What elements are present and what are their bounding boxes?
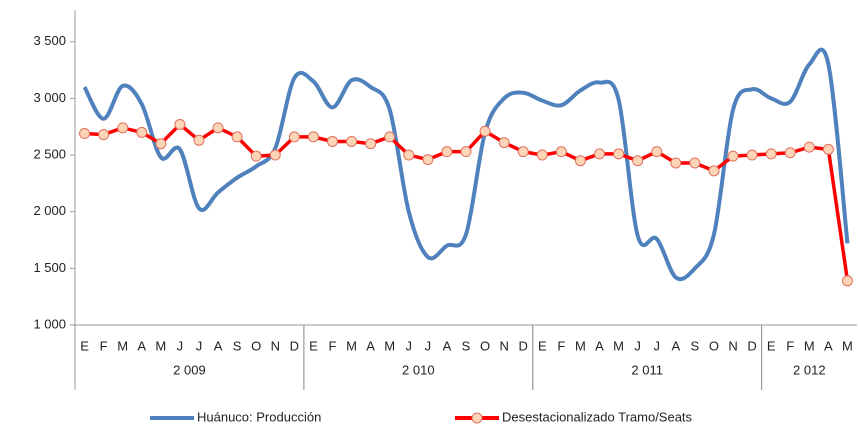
marker xyxy=(632,155,644,167)
marker xyxy=(536,149,548,161)
marker xyxy=(822,143,834,155)
legend-label: Desestacionalizado Tramo/Seats xyxy=(502,409,693,424)
marker xyxy=(708,165,720,177)
y-tick-label: 2 000 xyxy=(33,203,66,218)
marker xyxy=(326,135,338,147)
x-tick-label: E xyxy=(309,338,318,353)
marker xyxy=(117,122,129,134)
marker xyxy=(422,154,434,166)
year-label: 2 012 xyxy=(793,362,826,377)
marker xyxy=(841,275,853,287)
marker xyxy=(212,122,224,134)
marker xyxy=(727,150,739,162)
x-tick-label: J xyxy=(177,338,184,353)
x-tick-label: M xyxy=(842,338,853,353)
marker xyxy=(574,155,586,167)
marker xyxy=(479,125,491,137)
marker xyxy=(689,157,701,169)
marker xyxy=(765,148,777,160)
marker xyxy=(231,131,243,143)
marker xyxy=(441,146,453,158)
x-tick-label: F xyxy=(329,338,337,353)
x-tick-label: M xyxy=(155,338,166,353)
x-tick-label: M xyxy=(613,338,624,353)
marker xyxy=(136,126,148,138)
x-tick-label: J xyxy=(406,338,413,353)
x-tick-label: N xyxy=(499,338,508,353)
x-tick-label: N xyxy=(271,338,280,353)
x-tick-label: M xyxy=(384,338,395,353)
marker xyxy=(346,135,358,147)
marker xyxy=(79,128,91,140)
marker xyxy=(384,131,396,143)
x-tick-label: D xyxy=(290,338,299,353)
x-tick-label: F xyxy=(786,338,794,353)
marker xyxy=(613,148,625,160)
y-tick-label: 2 500 xyxy=(33,146,66,161)
x-tick-label: M xyxy=(346,338,357,353)
y-tick-label: 3 000 xyxy=(33,90,66,105)
marker xyxy=(193,134,205,146)
marker xyxy=(288,131,300,143)
x-tick-label: A xyxy=(137,338,146,353)
x-tick-label: J xyxy=(653,338,660,353)
y-tick-label: 1 000 xyxy=(33,316,66,331)
x-tick-label: D xyxy=(519,338,528,353)
x-tick-label: O xyxy=(251,338,261,353)
x-tick-label: A xyxy=(443,338,452,353)
x-tick-label: N xyxy=(728,338,737,353)
y-tick-label: 3 500 xyxy=(33,33,66,48)
x-tick-label: O xyxy=(480,338,490,353)
marker xyxy=(498,137,510,149)
marker xyxy=(460,146,472,158)
legend-label: Huánuco: Producción xyxy=(197,409,321,424)
marker xyxy=(174,118,186,130)
x-tick-label: J xyxy=(634,338,641,353)
marker xyxy=(98,129,110,141)
x-tick-label: M xyxy=(804,338,815,353)
marker xyxy=(670,157,682,169)
x-tick-label: F xyxy=(100,338,108,353)
marker xyxy=(307,131,319,143)
marker xyxy=(784,147,796,159)
x-tick-label: A xyxy=(595,338,604,353)
x-tick-label: D xyxy=(747,338,756,353)
legend-marker xyxy=(471,412,483,424)
marker xyxy=(555,146,567,158)
x-tick-label: E xyxy=(767,338,776,353)
year-label: 2 010 xyxy=(402,362,435,377)
x-tick-label: A xyxy=(366,338,375,353)
marker xyxy=(250,150,262,162)
marker xyxy=(594,148,606,160)
x-tick-label: S xyxy=(462,338,471,353)
x-tick-label: A xyxy=(824,338,833,353)
year-label: 2 011 xyxy=(631,362,663,377)
x-tick-label: J xyxy=(425,338,432,353)
marker xyxy=(517,146,529,158)
x-tick-label: A xyxy=(214,338,223,353)
marker xyxy=(746,149,758,161)
x-tick-label: M xyxy=(575,338,586,353)
x-tick-label: E xyxy=(80,338,89,353)
series-line xyxy=(82,47,850,282)
x-tick-label: M xyxy=(117,338,128,353)
year-label: 2 009 xyxy=(173,362,206,377)
marker xyxy=(403,149,415,161)
x-tick-label: F xyxy=(557,338,565,353)
y-tick-label: 1 500 xyxy=(33,260,66,275)
x-tick-label: S xyxy=(233,338,242,353)
x-tick-label: O xyxy=(709,338,719,353)
marker xyxy=(155,138,167,150)
x-tick-label: S xyxy=(691,338,700,353)
x-tick-label: J xyxy=(196,338,203,353)
marker xyxy=(269,149,281,161)
x-tick-label: E xyxy=(538,338,547,353)
marker xyxy=(651,146,663,158)
x-tick-label: A xyxy=(671,338,680,353)
marker xyxy=(365,138,377,150)
marker xyxy=(803,141,815,153)
